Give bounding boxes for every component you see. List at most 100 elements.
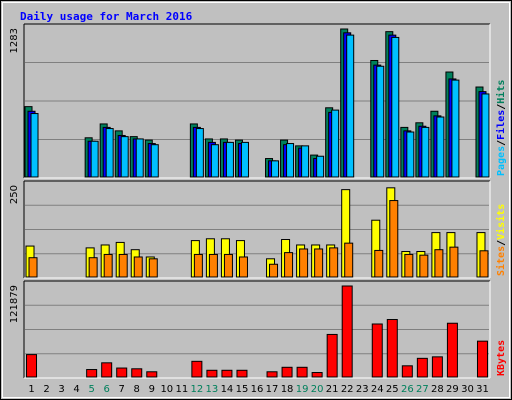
kbytes-panel-bar-kbytes xyxy=(116,367,128,378)
kbytes-panel-bar-kbytes xyxy=(386,319,398,378)
hits-panel-bar-pages xyxy=(331,109,340,178)
kbytes-panel-bar-kbytes xyxy=(446,322,458,378)
hits-panel-bar-pages xyxy=(135,138,144,178)
visits-panel-bar-sites xyxy=(299,248,309,278)
kbytes-panel-bar-kbytes xyxy=(236,369,248,378)
kbytes-panel-bar-kbytes xyxy=(371,323,383,378)
x-tick-label: 16 xyxy=(251,384,264,395)
kbytes-panel-bar-kbytes xyxy=(131,368,143,378)
hits-panel-bar-pages xyxy=(30,113,39,178)
hits-panel-bar-pages xyxy=(421,126,430,178)
x-tick-label: 22 xyxy=(341,384,354,395)
x-tick-label: 11 xyxy=(175,384,188,395)
x-tick-label: 2 xyxy=(43,384,49,395)
hits-panel-bar-pages xyxy=(391,36,400,178)
x-tick-label: 30 xyxy=(461,384,474,395)
visits-panel-legend: Sites/Visits xyxy=(495,204,507,276)
kbytes-panel-bar-kbytes xyxy=(266,371,278,378)
kbytes-panel-ymax-label: 121879 xyxy=(9,285,20,323)
visits-panel-legend-item: Visits xyxy=(495,204,507,240)
x-tick-label: 28 xyxy=(431,384,444,395)
hits-panel-bar-pages xyxy=(316,155,325,178)
kbytes-panel-bar-kbytes xyxy=(146,371,158,378)
kbytes-panel-bar-kbytes xyxy=(296,366,308,378)
x-tick-label: 15 xyxy=(236,384,249,395)
hits-panel-bar-pages xyxy=(451,79,460,178)
kbytes-panel-bar-kbytes xyxy=(401,365,413,378)
hits-panel-bar-pages xyxy=(150,144,159,178)
visits-panel-bar-sites xyxy=(434,249,444,278)
x-tick-label: 1 xyxy=(28,384,34,395)
hits-panel-bar-pages xyxy=(286,143,295,178)
x-tick-label: 26 xyxy=(401,384,414,395)
visits-panel-bar-sites xyxy=(314,248,324,278)
x-tick-label: 3 xyxy=(58,384,64,395)
kbytes-panel-bar-kbytes xyxy=(26,354,38,378)
visits-panel-bar-sites xyxy=(284,252,294,278)
kbytes-panel-bar-kbytes xyxy=(326,333,338,378)
visits-panel-bar-sites xyxy=(238,256,248,278)
hits-panel-bar-pages xyxy=(120,136,129,178)
hits-panel-legend-item: / xyxy=(496,104,507,110)
x-tick-label: 13 xyxy=(206,384,219,395)
kbytes-panel-legend-item: KBytes xyxy=(496,340,507,376)
hits-panel-legend-item: / xyxy=(496,140,507,146)
kbytes-panel-bar-kbytes xyxy=(281,366,293,378)
x-tick-label: 7 xyxy=(119,384,125,395)
hits-panel-bar-pages xyxy=(376,65,385,178)
x-tick-label: 17 xyxy=(266,384,279,395)
kbytes-panel-bar-kbytes xyxy=(476,340,488,378)
visits-panel-bar-sites xyxy=(329,247,339,278)
visits-panel-bar-sites xyxy=(374,249,384,278)
hits-panel-legend-item: Pages xyxy=(496,146,507,176)
chart-title: Daily usage for March 2016 xyxy=(20,10,193,23)
kbytes-panel-bar-kbytes xyxy=(311,372,323,378)
hits-panel-bar-pages xyxy=(105,128,114,178)
x-tick-label: 5 xyxy=(88,384,94,395)
x-tick-label: 6 xyxy=(103,384,109,395)
hits-panel-bar-pages xyxy=(271,160,280,178)
hits-panel-bar-pages xyxy=(225,141,234,178)
hits-panel-legend-item: Files xyxy=(495,110,507,140)
hits-panel-bar-pages xyxy=(406,131,415,178)
visits-panel-legend-item: Sites xyxy=(495,246,507,276)
hits-panel-bar-pages xyxy=(301,145,310,178)
hits-panel-legend: Pages/Files/Hits xyxy=(495,80,507,176)
kbytes-panel-bar-kbytes xyxy=(431,356,443,378)
kbytes-panel-bar-kbytes xyxy=(191,360,203,378)
visits-panel-legend-item: / xyxy=(496,240,507,246)
hits-panel-bar-pages xyxy=(436,116,445,178)
visits-panel-bar-sites xyxy=(118,253,128,278)
x-tick-label: 9 xyxy=(149,384,155,395)
hits-panel-legend-item: Hits xyxy=(495,80,507,104)
visits-panel-bar-sites xyxy=(28,257,38,278)
hits-panel-bar-pages xyxy=(240,141,249,178)
visits-panel-bar-sites xyxy=(389,200,399,278)
x-tick-label: 23 xyxy=(356,384,369,395)
hits-panel-bar-pages xyxy=(90,140,99,178)
visits-panel-bar-sites xyxy=(88,257,98,278)
visits-panel-bar-sites xyxy=(419,254,429,278)
kbytes-panel-bar-kbytes xyxy=(416,357,428,378)
x-tick-label: 27 xyxy=(416,384,429,395)
visits-panel-bar-sites xyxy=(103,253,113,278)
x-tick-label: 14 xyxy=(221,384,234,395)
x-tick-label: 21 xyxy=(326,384,339,395)
x-tick-label: 19 xyxy=(296,384,309,395)
kbytes-panel-bar-kbytes xyxy=(101,362,113,378)
visits-panel-bar-sites xyxy=(269,263,279,278)
visits-panel-bar-sites xyxy=(148,258,158,278)
x-tick-label: 8 xyxy=(134,384,140,395)
x-tick-label: 12 xyxy=(191,384,204,395)
visits-panel-bar-sites xyxy=(133,256,143,278)
kbytes-panel-bar-kbytes xyxy=(221,369,233,378)
hits-panel-bar-pages xyxy=(195,128,204,178)
kbytes-panel-bar-kbytes xyxy=(206,369,218,378)
visits-panel-bar-sites xyxy=(479,250,489,278)
visits-panel-bar-sites xyxy=(344,242,354,278)
hits-panel-bar-pages xyxy=(346,34,355,178)
x-tick-label: 18 xyxy=(281,384,294,395)
